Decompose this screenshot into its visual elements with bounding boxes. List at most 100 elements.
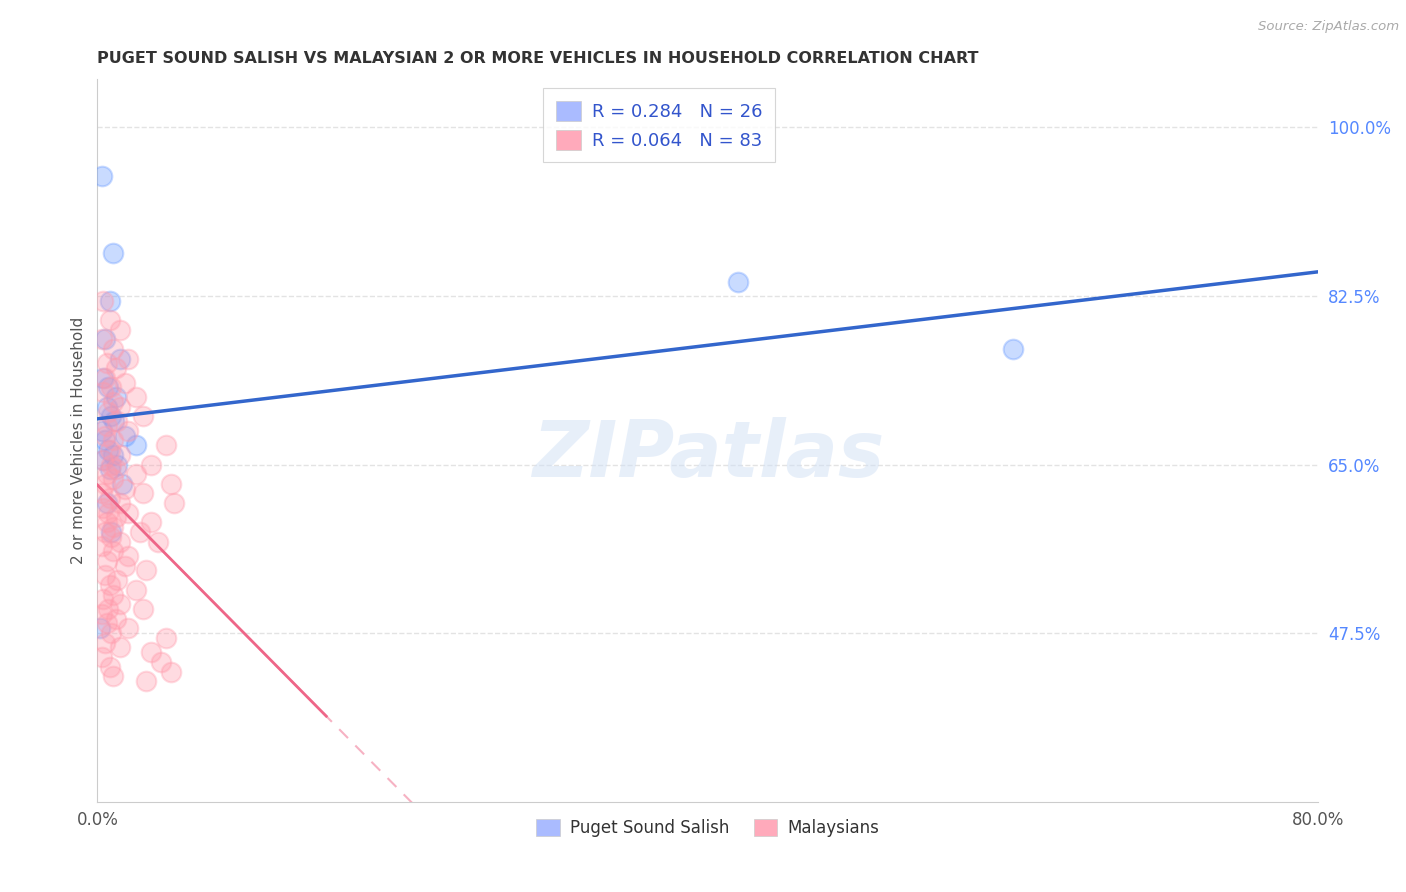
Point — [110, 640, 132, 655]
Point — [117, 506, 139, 520]
Point — [94, 332, 117, 346]
Point — [93, 500, 115, 515]
Point — [94, 635, 117, 649]
Legend: Puget Sound Salish, Malaysians: Puget Sound Salish, Malaysians — [530, 813, 886, 844]
Point — [93, 452, 115, 467]
Point — [90, 607, 112, 621]
Point — [98, 293, 121, 308]
Point — [94, 476, 117, 491]
Point — [96, 419, 118, 434]
Point — [93, 371, 115, 385]
Point — [124, 467, 146, 482]
Point — [97, 404, 120, 418]
Point — [104, 612, 127, 626]
Point — [104, 462, 127, 476]
Point — [104, 390, 127, 404]
Point — [124, 390, 146, 404]
Point — [100, 380, 122, 394]
Point — [94, 434, 117, 448]
Point — [93, 452, 115, 467]
Point — [117, 549, 139, 563]
Point — [110, 496, 132, 510]
Point — [129, 524, 152, 539]
Point — [132, 409, 155, 424]
Point — [98, 313, 121, 327]
Point — [159, 665, 181, 679]
Point — [101, 669, 124, 683]
Text: ZIPatlas: ZIPatlas — [531, 417, 884, 493]
Point — [117, 424, 139, 438]
Point — [96, 356, 118, 370]
Point — [96, 496, 118, 510]
Point — [124, 582, 146, 597]
Point — [94, 568, 117, 582]
Point — [117, 351, 139, 366]
Point — [97, 443, 120, 458]
Point — [104, 510, 127, 524]
Point — [101, 448, 124, 462]
Point — [101, 395, 124, 409]
Point — [110, 351, 132, 366]
Point — [114, 558, 136, 573]
Point — [727, 275, 749, 289]
Point — [101, 245, 124, 260]
Point — [139, 645, 162, 659]
Point — [100, 626, 122, 640]
Point — [90, 424, 112, 438]
Point — [90, 169, 112, 183]
Point — [89, 621, 111, 635]
Point — [93, 592, 115, 607]
Y-axis label: 2 or more Vehicles in Household: 2 or more Vehicles in Household — [72, 317, 86, 564]
Point — [139, 458, 162, 472]
Point — [110, 448, 132, 462]
Point — [139, 516, 162, 530]
Point — [150, 655, 173, 669]
Point — [117, 621, 139, 635]
Point — [155, 438, 177, 452]
Point — [96, 516, 118, 530]
Point — [97, 506, 120, 520]
Point — [90, 540, 112, 554]
Point — [159, 476, 181, 491]
Point — [101, 520, 124, 534]
Point — [101, 588, 124, 602]
Point — [96, 616, 118, 631]
Point — [155, 631, 177, 645]
Point — [96, 554, 118, 568]
Point — [132, 602, 155, 616]
Point — [110, 534, 132, 549]
Point — [98, 659, 121, 673]
Point — [98, 578, 121, 592]
Point — [100, 524, 122, 539]
Point — [101, 544, 124, 558]
Point — [100, 409, 122, 424]
Point — [110, 597, 132, 611]
Point — [93, 293, 115, 308]
Point — [110, 400, 132, 414]
Point — [100, 458, 122, 472]
Point — [135, 674, 157, 689]
Point — [98, 462, 121, 476]
Text: PUGET SOUND SALISH VS MALAYSIAN 2 OR MORE VEHICLES IN HOUSEHOLD CORRELATION CHAR: PUGET SOUND SALISH VS MALAYSIAN 2 OR MOR… — [97, 51, 979, 66]
Point — [96, 467, 118, 482]
Point — [101, 472, 124, 486]
Point — [114, 482, 136, 496]
Point — [1002, 342, 1025, 356]
Point — [94, 428, 117, 442]
Point — [90, 650, 112, 665]
Point — [93, 385, 115, 400]
Point — [90, 332, 112, 346]
Point — [114, 428, 136, 442]
Point — [110, 323, 132, 337]
Text: Source: ZipAtlas.com: Source: ZipAtlas.com — [1258, 20, 1399, 33]
Point — [104, 361, 127, 376]
Point — [105, 573, 128, 587]
Point — [105, 414, 128, 428]
Point — [101, 342, 124, 356]
Point — [135, 564, 157, 578]
Point — [98, 443, 121, 458]
Point — [111, 476, 134, 491]
Point — [103, 414, 125, 428]
Point — [97, 380, 120, 394]
Point — [90, 486, 112, 500]
